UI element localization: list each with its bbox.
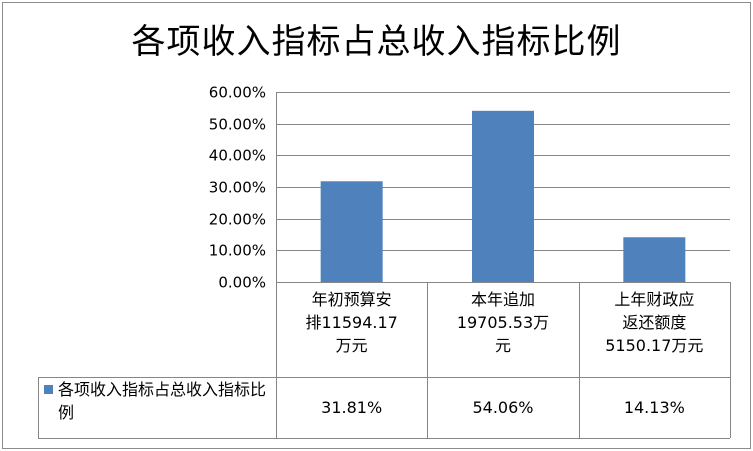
y-tick-label: 0.00% bbox=[218, 274, 266, 292]
y-tick-label: 60.00% bbox=[209, 84, 266, 102]
y-tick-label: 50.00% bbox=[209, 116, 266, 134]
x-category-label-line: 19705.53万 bbox=[456, 313, 550, 332]
bar bbox=[623, 237, 686, 282]
y-tick-label: 20.00% bbox=[209, 211, 266, 229]
legend-label: 各项收入指标占总收入指标比例 bbox=[58, 380, 267, 422]
chart-title: 各项收入指标占总收入指标比例 bbox=[131, 22, 622, 62]
x-category-label-line: 上年财政应 bbox=[614, 290, 695, 309]
x-category-label: 本年追加 19705.53万元 bbox=[427, 288, 578, 357]
y-tick-label: 30.00% bbox=[209, 179, 266, 197]
y-tick-label: 10.00% bbox=[209, 242, 266, 260]
data-table-value: 14.13% bbox=[623, 398, 685, 417]
x-category-label-line: 排11594.17 bbox=[305, 313, 398, 332]
x-category-label-line: 5150.17万元 bbox=[605, 336, 704, 355]
bar bbox=[320, 181, 383, 282]
x-category-label-line: 元 bbox=[494, 336, 511, 355]
x-category-label-line: 万元 bbox=[335, 336, 368, 355]
x-category-label-line: 返还额度 bbox=[622, 313, 687, 332]
legend-key bbox=[44, 385, 53, 394]
y-tick-label: 40.00% bbox=[209, 147, 266, 165]
bar bbox=[472, 110, 534, 282]
x-category-label-line: 年初预算安 bbox=[311, 290, 392, 309]
data-table-value: 31.81% bbox=[321, 398, 383, 417]
x-category-label: 上年财政应返还额度 5150.17万元 bbox=[579, 288, 730, 357]
x-category-label: 年初预算安排11594.17 万元 bbox=[276, 288, 427, 357]
x-category-label-line: 本年追加 bbox=[470, 290, 535, 309]
data-table-value: 54.06% bbox=[472, 398, 534, 417]
